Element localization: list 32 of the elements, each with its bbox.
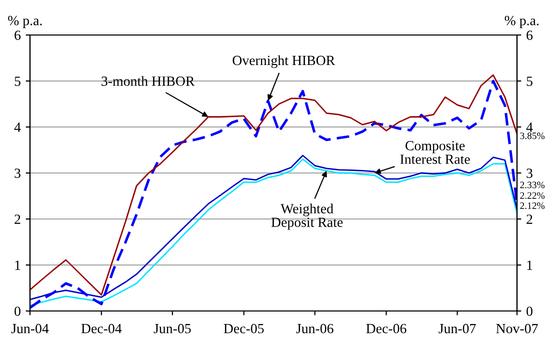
- y2-tick-label: 4: [526, 122, 533, 132]
- x-tick-label: Jun-07: [438, 324, 476, 334]
- y2-axis-title: % p.a.: [504, 16, 538, 28]
- annotation: 3-month HIBOR: [102, 76, 195, 86]
- y2-tick-label: 2: [526, 214, 532, 224]
- annotation: 2.22%: [520, 192, 545, 199]
- annotation: Overnight HIBOR: [232, 55, 336, 68]
- annotation: 2.12%: [520, 202, 545, 210]
- y-tick-label: 2: [14, 214, 20, 224]
- y2-tick-label: 1: [527, 260, 532, 270]
- y2-tick-label: 0: [526, 306, 532, 316]
- x-tick-label: Nov-07: [496, 324, 538, 334]
- x-tick-label: Jun-04: [11, 324, 49, 334]
- x-tick-label: Jun-05: [154, 324, 191, 334]
- y-tick-label: 3: [14, 168, 20, 178]
- x-tick-label: Dec-06: [366, 324, 406, 334]
- y-tick-label: 4: [14, 122, 21, 132]
- x-tick-label: Dec-04: [81, 324, 122, 334]
- annotation: Weighted Deposit Rate: [271, 204, 343, 230]
- y2-tick-label: 3: [526, 168, 532, 178]
- annotation: 3.85%: [520, 132, 545, 140]
- x-tick-label: Dec-05: [224, 324, 264, 334]
- x-tick-label: Jun-06: [296, 324, 334, 334]
- y-tick-label: 6: [14, 30, 21, 40]
- y-tick-label: 1: [15, 260, 20, 270]
- y-tick-label: 5: [14, 76, 20, 86]
- y-tick-label: 0: [14, 306, 20, 316]
- y2-tick-label: 5: [526, 76, 532, 86]
- annotation: Composite Interest Rate: [400, 141, 470, 164]
- y2-tick-label: 6: [526, 30, 533, 40]
- y-axis-title: % p.a.: [8, 16, 42, 28]
- annotation: 2.33%: [520, 182, 545, 188]
